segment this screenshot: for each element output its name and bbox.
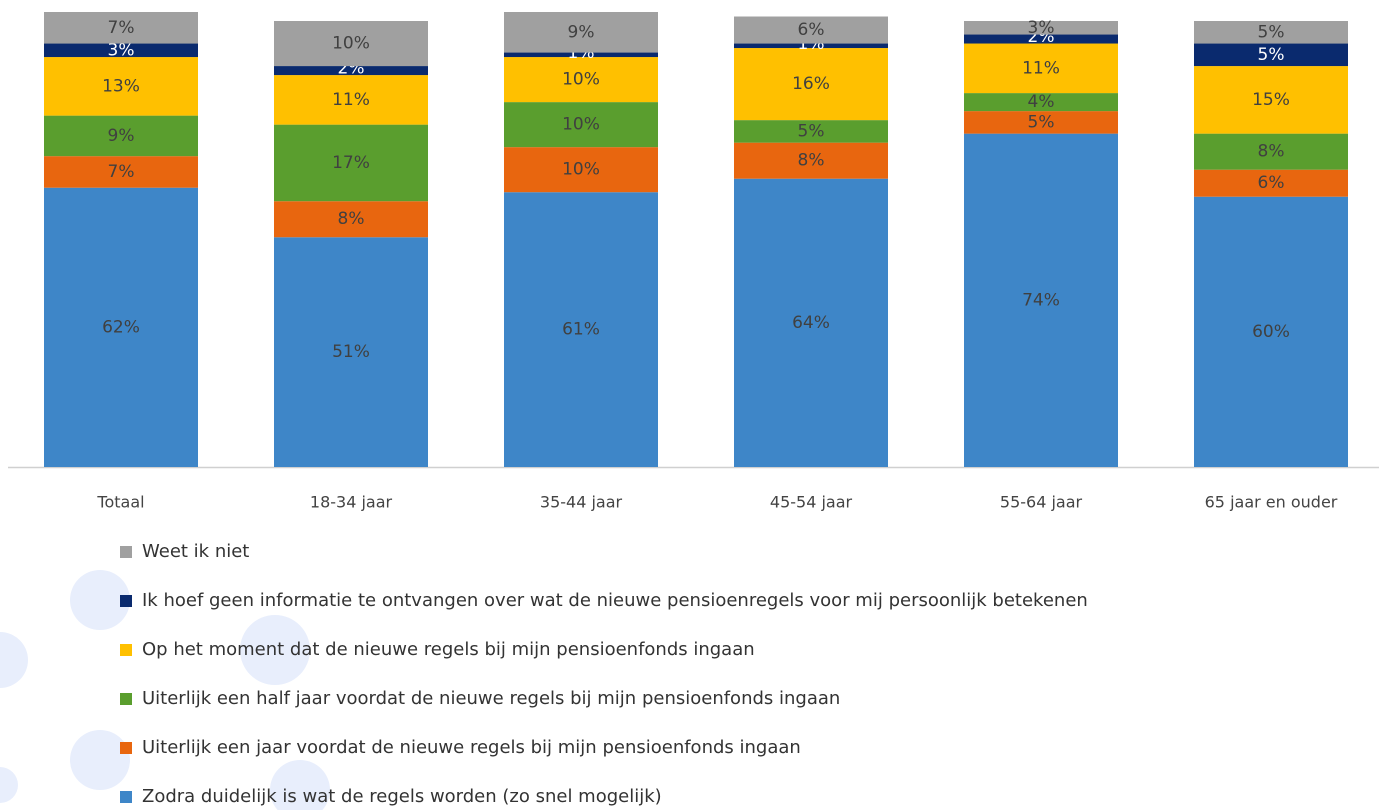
data-label: 7% [108,162,135,182]
data-label: 3% [108,40,135,60]
legend-swatch [120,546,132,558]
bar-segment [504,52,658,58]
legend-swatch [120,742,132,754]
legend-swatch [120,595,132,607]
bar-segment [1194,133,1348,170]
data-label: 4% [1028,92,1055,112]
data-label: 5% [1258,45,1285,65]
legend-swatch [120,644,132,656]
bar-segment [44,43,198,58]
data-label: 11% [1022,58,1060,78]
data-label: 62% [102,317,140,337]
data-label: 3% [1028,18,1055,38]
bar-segment [44,57,198,116]
data-label: 74% [1022,290,1060,310]
data-label: 51% [332,342,370,362]
legend-swatch [120,791,132,803]
data-label: 6% [798,20,825,40]
bar-segment [964,93,1118,112]
data-label: 5% [798,121,825,141]
bar-segment [504,57,658,103]
bar-segment [44,115,198,157]
data-label: 5% [1028,112,1055,132]
data-label: 17% [332,153,370,173]
data-label: 10% [562,70,600,90]
data-label: 11% [332,90,370,110]
data-label: 61% [562,320,600,340]
x-tick-label: 65 jaar en ouder [1205,493,1338,512]
legend-label: Op het moment dat de nieuwe regels bij m… [142,639,755,660]
data-label: 8% [338,209,365,229]
bar-segment [274,75,428,125]
data-label: 6% [1258,173,1285,193]
data-label: 16% [792,74,830,94]
bar-segment [504,12,658,53]
bar-segment [274,201,428,238]
bar-segment [1194,196,1348,467]
bar-segment [964,133,1118,467]
data-label: 5% [1258,22,1285,42]
data-label: 8% [1258,142,1285,162]
bar-segment [734,16,888,44]
bar-segment [274,237,428,467]
bar-segment [734,48,888,121]
data-label: 8% [798,151,825,171]
bar-segment [274,21,428,67]
data-label: 7% [108,18,135,38]
x-tick-label: 55-64 jaar [1000,493,1083,512]
bar-segment [1194,43,1348,67]
data-label: 10% [562,115,600,135]
data-label: 10% [332,34,370,54]
legend-label: Ik hoef geen informatie te ontvangen ove… [142,590,1088,611]
bar-segment [734,43,888,49]
data-label: 9% [108,126,135,146]
bar-segment [964,34,1118,44]
bar-segment [1194,169,1348,197]
data-label: 60% [1252,322,1290,342]
data-label: 15% [1252,90,1290,110]
bar-segment [274,66,428,76]
bar-segment [504,192,658,468]
bar-segment [734,178,888,467]
bar-segment [964,111,1118,134]
bar-segment [44,156,198,188]
data-label: 13% [102,76,140,96]
legend-label: Weet ik niet [142,541,249,562]
bar-segment [504,102,658,148]
bar-segment [964,21,1118,35]
x-tick-label: 45-54 jaar [770,493,853,512]
bar-segment [734,120,888,143]
data-label: 9% [568,22,595,42]
legend-label: Uiterlijk een half jaar voordat de nieuw… [142,688,840,709]
legend-swatch [120,693,132,705]
bar-segment [1194,21,1348,44]
bar-segment [734,142,888,179]
bar-segment [504,147,658,193]
bar-segment [964,43,1118,94]
x-tick-label: Totaal [96,493,144,512]
data-label: 64% [792,313,830,333]
data-label: 10% [562,160,600,180]
x-tick-label: 18-34 jaar [310,493,393,512]
bar-segment [44,12,198,44]
bar-segment [1194,66,1348,134]
bar-segment [44,187,198,468]
legend-label: Uiterlijk een jaar voordat de nieuwe reg… [142,737,801,758]
x-tick-label: 35-44 jaar [540,493,623,512]
background-decor [0,570,330,810]
legend-label: Zodra duidelijk is wat de regels worden … [142,786,662,807]
bar-segment [274,124,428,202]
